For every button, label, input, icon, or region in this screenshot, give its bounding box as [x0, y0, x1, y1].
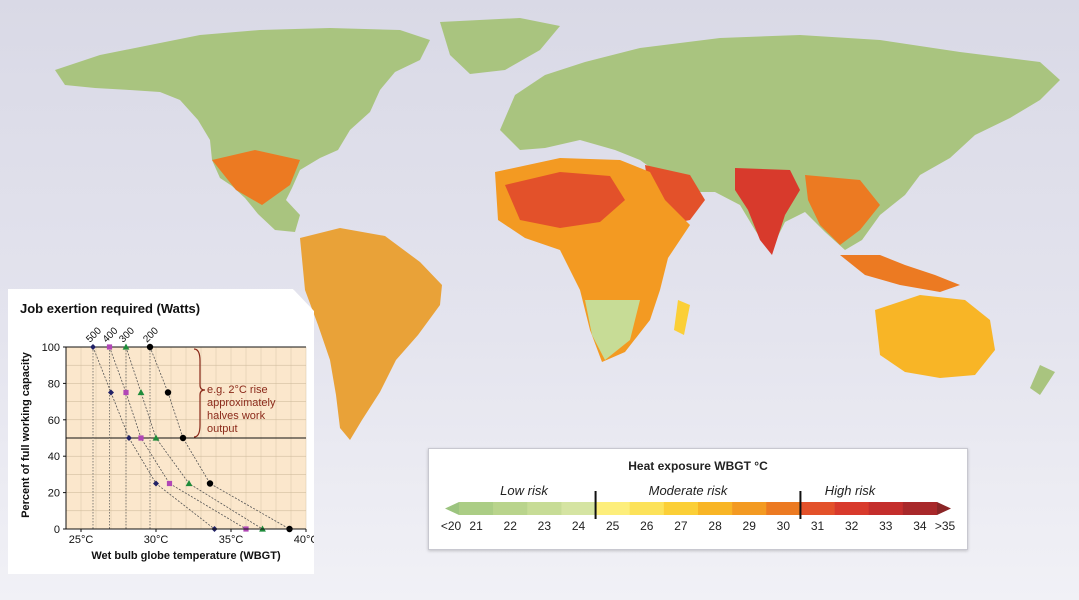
low-risk-label: Low risk [500, 483, 548, 498]
colorbar-segment [868, 502, 904, 515]
moderate-risk-label: Moderate risk [648, 483, 728, 498]
colorbar-segment [902, 502, 938, 515]
colorbar-segment [937, 502, 951, 515]
colorbar-label: 29 [743, 519, 757, 533]
colorbar-label: 26 [640, 519, 654, 533]
chart-axes: 0 20 40 60 80 100 25°C 30°C 35°C 40°C [42, 342, 314, 546]
series-label-200: 200 [141, 325, 161, 345]
legend-colorbar: <20 21 22 23 24 25 26 27 28 29 30 31 32 33 34 >35 [441, 491, 956, 533]
x-tick-label: 35°C [219, 534, 244, 546]
colorbar-segments [445, 491, 951, 519]
colorbar-segment [732, 502, 767, 515]
colorbar-label: 33 [879, 519, 893, 533]
series-label-300: 300 [117, 325, 137, 345]
series-400-point [138, 435, 144, 441]
annotation-line-2: approximately [207, 397, 276, 409]
colorbar-label: 21 [469, 519, 483, 533]
colorbar-label: 32 [845, 519, 859, 533]
series-400-point [123, 389, 129, 396]
series-500-point [126, 435, 132, 441]
annotation-line-4: output [207, 423, 238, 435]
landmass-north-america [55, 28, 430, 232]
colorbar-label: 28 [708, 519, 722, 533]
series-400-point [106, 344, 113, 350]
y-tick-label: 100 [42, 342, 60, 354]
x-tick-label: 30°C [144, 534, 169, 546]
landmass-madagascar [674, 300, 690, 335]
series-500-point [90, 344, 96, 350]
series-500-point [153, 480, 159, 487]
landmass-south-america [300, 228, 442, 440]
y-tick-label: 20 [48, 488, 60, 500]
series-500-line [92, 346, 215, 530]
colorbar-label: 31 [811, 519, 825, 533]
series-500-point [108, 389, 114, 396]
y-tick-label: 60 [48, 415, 60, 427]
y-tick-label: 0 [54, 524, 60, 536]
colorbar-segment [561, 502, 596, 515]
annotation-group: e.g. 2°C rise approximately halves work … [193, 348, 276, 438]
annotation-brace [193, 348, 206, 438]
landmass-india [735, 168, 800, 255]
inset-title: Job exertion required (Watts) [20, 301, 201, 316]
colorbar-segment [459, 502, 494, 515]
colorbar-segment [698, 502, 733, 515]
landmass-gulf-heat [212, 150, 300, 205]
colorbar-label: 30 [777, 519, 791, 533]
series-label-500: 500 [84, 325, 104, 345]
legend-title: Heat exposure WBGT °C [628, 459, 768, 473]
colorbar-segment [595, 502, 631, 515]
colorbar-label: 25 [606, 519, 620, 533]
colorbar-label: 27 [674, 519, 688, 533]
landmass-sahara-core [505, 172, 625, 228]
landmasses [55, 18, 1060, 440]
y-axis-label: Percent of full working capacity [20, 351, 32, 518]
annotation-line-1: e.g. 2°C rise [207, 384, 268, 396]
series-200-line [149, 346, 290, 530]
series-label-400: 400 [101, 325, 121, 345]
colorbar-label: 24 [572, 519, 586, 533]
x-tick-label: 40°C [294, 534, 314, 546]
series-200-point [206, 480, 214, 487]
series-200-point [164, 389, 172, 396]
colorbar-segment [493, 502, 528, 515]
series-200-point [146, 343, 154, 351]
colorbar-labels: <20 21 22 23 24 25 26 27 28 29 30 31 32 33 34 >35 [441, 519, 956, 533]
colorbar-segment [800, 502, 835, 515]
colorbar-label: 23 [538, 519, 552, 533]
landmass-eurasia [500, 35, 1060, 252]
landmass-southern-africa [585, 300, 640, 360]
colorbar-label: 34 [913, 519, 927, 533]
series-200-point [179, 434, 187, 442]
series-300-point [185, 480, 193, 487]
series-400-point [166, 480, 173, 487]
heat-legend-panel: Heat exposure WBGT °C Low risk Moderate … [428, 448, 968, 550]
colorbar-segment [834, 502, 870, 515]
colorbar-segment [766, 502, 801, 515]
landmass-indonesia [840, 255, 960, 292]
high-risk-label: High risk [824, 483, 876, 498]
colorbar-segment [445, 502, 459, 515]
landmass-new-zealand [1030, 365, 1055, 395]
landmass-australia [875, 295, 995, 378]
colorbar-segment [527, 502, 562, 515]
colorbar-label: <20 [441, 519, 462, 533]
y-tick-label: 80 [48, 378, 60, 390]
annotation-line-3: halves work [207, 410, 266, 422]
series-300-point [137, 389, 145, 396]
y-tick-label: 40 [48, 451, 60, 463]
x-axis-label: Wet bulb globe temperature (WBGT) [91, 550, 281, 562]
colorbar-segment [663, 502, 699, 515]
colorbar-label: 22 [504, 519, 518, 533]
landmass-se-asia [805, 175, 880, 245]
inset-chart-panel: Job exertion required (Watts) 500 400 300 2… [8, 289, 314, 574]
series-300-point [152, 434, 160, 441]
colorbar-label: >35 [935, 519, 956, 533]
x-tick-label: 25°C [69, 534, 94, 546]
series-300-point [122, 343, 130, 350]
colorbar-segment [629, 502, 665, 515]
landmass-greenland [440, 18, 560, 74]
